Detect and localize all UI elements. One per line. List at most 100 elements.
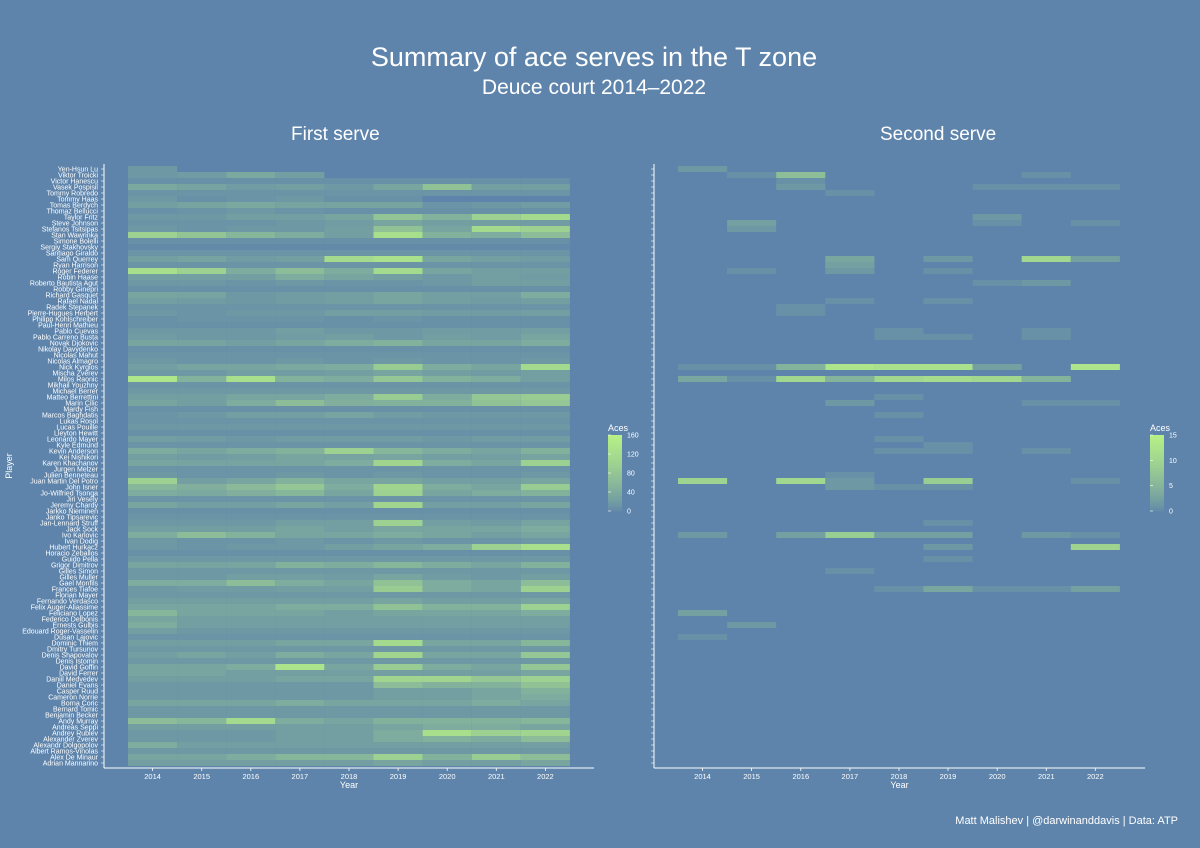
x-axis-label: Year	[890, 780, 908, 790]
heatmap-cell	[226, 190, 276, 196]
heatmap-cell	[275, 622, 325, 628]
heatmap-cell	[128, 370, 178, 376]
heatmap-cell	[520, 280, 570, 286]
y-tick-label: Nicolas Almagro	[47, 358, 98, 365]
heatmap-cell	[373, 682, 423, 688]
heatmap-cell	[520, 202, 570, 208]
heatmap-cell	[324, 628, 374, 634]
heatmap-cell	[128, 454, 178, 460]
heatmap-cell	[177, 736, 227, 742]
heatmap-cell	[275, 220, 325, 226]
x-tick-label: 2014	[144, 772, 161, 781]
heatmap-cell	[177, 514, 227, 520]
heatmap-cell	[471, 658, 521, 664]
heatmap-cell	[520, 406, 570, 412]
heatmap-cell	[471, 394, 521, 400]
y-tick-label: Hubert Hurkacz	[49, 544, 98, 551]
heatmap-cell	[373, 250, 423, 256]
heatmap-cell	[874, 328, 924, 334]
heatmap-cell	[275, 280, 325, 286]
heatmap-cell	[373, 478, 423, 484]
heatmap-cell	[324, 190, 374, 196]
heatmap-cell	[373, 700, 423, 706]
heatmap-cell	[471, 562, 521, 568]
heatmap-cell	[226, 328, 276, 334]
heatmap-cell	[471, 298, 521, 304]
heatmap-cell	[226, 658, 276, 664]
heatmap-cell	[471, 304, 521, 310]
heatmap-cell	[422, 430, 472, 436]
legend-tick-label: 80	[627, 471, 635, 478]
heatmap-cell	[324, 286, 374, 292]
heatmap-cell	[226, 472, 276, 478]
heatmap-cell	[177, 412, 227, 418]
heatmap-cell	[177, 760, 227, 766]
heatmap-cell	[471, 220, 521, 226]
y-tick-label: Dusan Lajovic	[54, 634, 98, 641]
heatmap-cell	[471, 190, 521, 196]
heatmap-cell	[275, 520, 325, 526]
heatmap-cell	[422, 532, 472, 538]
heatmap-cell	[422, 496, 472, 502]
y-tick-label: Jurgen Melzer	[54, 466, 99, 473]
heatmap-cell	[324, 706, 374, 712]
legend-gradient-step	[1150, 450, 1164, 454]
heatmap-cell	[422, 472, 472, 478]
y-tick-label: Leonardo Mayer	[47, 436, 99, 443]
heatmap-cell	[520, 742, 570, 748]
heatmap-cell	[373, 724, 423, 730]
heatmap-cell	[177, 286, 227, 292]
heatmap-cell	[776, 304, 826, 310]
heatmap-cell	[324, 646, 374, 652]
heatmap-cell	[471, 586, 521, 592]
heatmap-cell	[177, 310, 227, 316]
heatmap-cell	[324, 700, 374, 706]
y-tick-label: Alex De Minaur	[50, 754, 99, 761]
heatmap-cell	[373, 718, 423, 724]
heatmap-cell	[226, 268, 276, 274]
heatmap-cell	[128, 478, 178, 484]
y-tick-label: David Goffin	[60, 664, 98, 671]
heatmap-cell	[275, 340, 325, 346]
heatmap-cell	[520, 322, 570, 328]
heatmap-cell	[422, 466, 472, 472]
heatmap-cell	[275, 652, 325, 658]
heatmap-cell	[471, 322, 521, 328]
heatmap-cell	[972, 376, 1022, 382]
heatmap-cell	[422, 382, 472, 388]
legend-gradient-step	[608, 475, 622, 479]
heatmap-cell	[471, 718, 521, 724]
heatmap-cell	[373, 310, 423, 316]
heatmap-cell	[275, 268, 325, 274]
heatmap-cell	[972, 214, 1022, 220]
heatmap-cell	[874, 334, 924, 340]
legend-gradient-step	[608, 478, 622, 481]
heatmap-cell	[1021, 334, 1071, 340]
y-tick-label: Edouard Roger-Vasselin	[22, 628, 98, 635]
heatmap-cell	[275, 304, 325, 310]
heatmap-cell	[275, 736, 325, 742]
heatmap-cell	[128, 202, 178, 208]
heatmap-cell	[972, 220, 1022, 226]
heatmap-cell	[226, 676, 276, 682]
heatmap-cell	[373, 352, 423, 358]
heatmap-cell	[324, 478, 374, 484]
legend-gradient-step	[1150, 508, 1164, 512]
heatmap-cell	[373, 622, 423, 628]
heatmap-cell	[128, 508, 178, 514]
heatmap-cell	[128, 376, 178, 382]
heatmap-cell	[471, 484, 521, 490]
heatmap-cell	[471, 262, 521, 268]
x-tick-label: 2015	[193, 772, 210, 781]
heatmap-cell	[520, 556, 570, 562]
heatmap-cell	[373, 244, 423, 250]
heatmap-cell	[177, 442, 227, 448]
heatmap-cell	[520, 334, 570, 340]
heatmap-cell	[275, 724, 325, 730]
heatmap-cell	[128, 502, 178, 508]
heatmap-cell	[373, 676, 423, 682]
heatmap-cell	[422, 364, 472, 370]
heatmap-cell	[275, 688, 325, 694]
heatmap-cell	[226, 448, 276, 454]
heatmap-cell	[275, 550, 325, 556]
